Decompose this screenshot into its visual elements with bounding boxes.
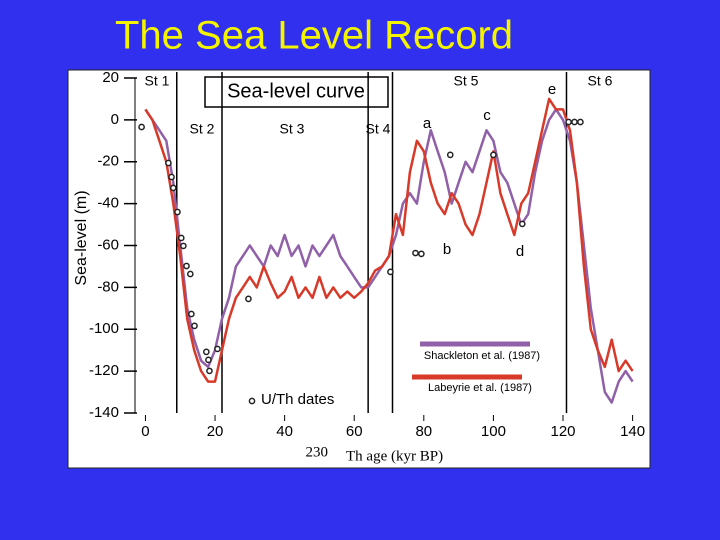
x-tick-label: 60: [346, 423, 363, 440]
x-axis-isotope: 230: [306, 444, 329, 460]
uth-date: [191, 322, 198, 330]
x-axis-label: Th age (kyr BP): [346, 448, 443, 464]
uth-date: [577, 118, 584, 126]
chart-panel: [67, 69, 651, 469]
stage-label: St 4: [366, 121, 391, 137]
series-line: [144, 97, 634, 383]
legend-point-label: U/Th dates: [261, 391, 334, 408]
stage-label: St 2: [190, 121, 215, 137]
uth-date: [446, 151, 454, 159]
uth-date: [245, 295, 252, 303]
x-tick-label: 100: [481, 423, 506, 440]
x-tick-label: 140: [620, 423, 645, 440]
uth-date: [206, 367, 213, 375]
annotation: e: [548, 81, 556, 98]
y-tick-label: 20: [102, 69, 119, 86]
y-tick-label: -140: [89, 404, 119, 421]
x-tick-label: 40: [276, 423, 293, 440]
uth-date: [183, 262, 190, 270]
legend-point: [248, 397, 256, 405]
legend-label: Labeyrie et al. (1987): [428, 382, 532, 394]
uth-date: [412, 249, 419, 257]
uth-date: [186, 270, 194, 278]
y-tick-label: -120: [89, 362, 119, 379]
y-tick-label: 0: [111, 111, 119, 128]
x-tick-label: 80: [415, 423, 432, 440]
y-tick-label: -100: [89, 320, 119, 337]
uth-date: [188, 310, 195, 318]
uth-date: [177, 234, 185, 242]
x-tick-label: 0: [141, 423, 149, 440]
uth-date: [180, 242, 187, 250]
y-tick-label: -80: [97, 278, 119, 295]
stage-label: St 3: [280, 121, 305, 137]
uth-date: [518, 220, 526, 228]
uth-date: [165, 159, 172, 167]
uth-date: [174, 208, 181, 216]
slide-title: The Sea Level Record: [115, 14, 513, 58]
uth-date: [418, 250, 425, 258]
annotation: d: [516, 243, 524, 260]
annotation: a: [423, 115, 432, 132]
uth-date: [138, 123, 145, 131]
uth-date: [214, 345, 221, 353]
stage-label: St 6: [588, 73, 613, 89]
x-tick-label: 20: [207, 423, 224, 440]
uth-date: [205, 356, 212, 364]
stage-label: St 5: [454, 73, 479, 89]
x-tick-label: 120: [550, 423, 575, 440]
y-tick-label: -20: [97, 153, 119, 170]
y-axis-label: Sea-level (m): [73, 190, 90, 285]
uth-date: [565, 118, 572, 126]
uth-date: [169, 184, 177, 192]
annotation: c: [483, 107, 491, 124]
curve-label-box: [204, 76, 389, 108]
y-tick-label: -60: [97, 236, 119, 253]
uth-date: [168, 173, 175, 181]
legend-label: Shackleton et al. (1987): [424, 350, 540, 362]
uth-date: [202, 348, 210, 356]
uth-date: [490, 151, 497, 159]
stage-label: St 1: [145, 73, 170, 89]
uth-date: [387, 268, 394, 276]
uth-date: [571, 118, 578, 126]
y-tick-label: -40: [97, 195, 119, 212]
curve-label: Sea-level curve: [227, 80, 365, 102]
annotation: b: [443, 241, 451, 258]
